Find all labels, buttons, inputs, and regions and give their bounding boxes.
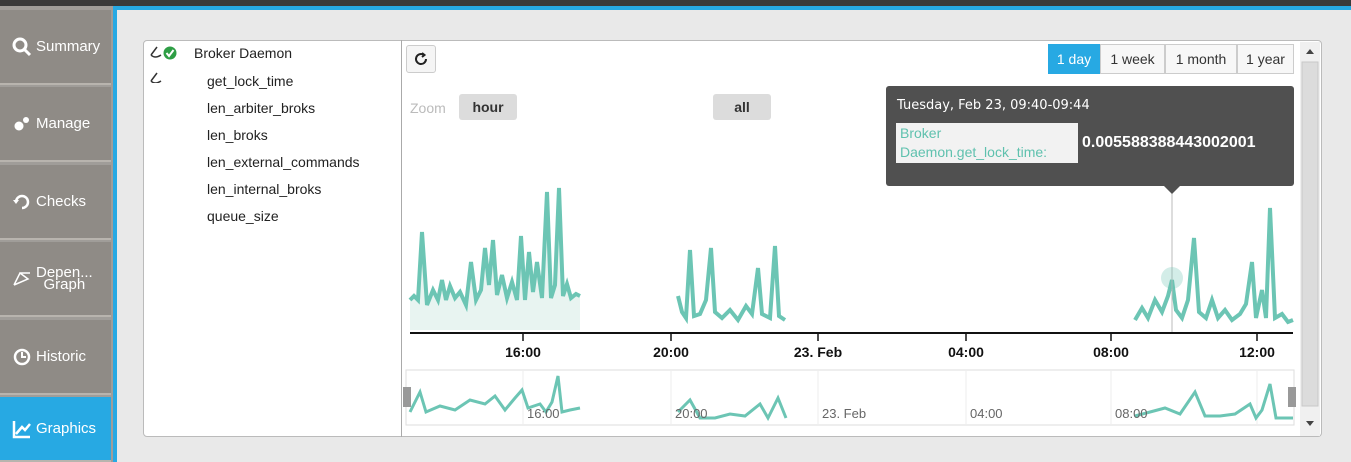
tab-label: Summary bbox=[36, 37, 101, 55]
tree-item[interactable]: len_external_commands bbox=[207, 154, 360, 170]
sidebar-tab[interactable]: Manage bbox=[0, 87, 111, 162]
x-ticks bbox=[522, 333, 1258, 341]
nav-handle[interactable] bbox=[1288, 387, 1296, 407]
range-button[interactable]: 1 year bbox=[1237, 44, 1294, 74]
x-tick-label: 16:00 bbox=[505, 344, 541, 360]
zoom-button[interactable]: hour bbox=[459, 94, 517, 120]
tab-label-line: Checks bbox=[36, 192, 87, 210]
line bbox=[676, 245, 787, 325]
tab-label: Depen... Graph bbox=[36, 263, 93, 293]
sidebar-tab[interactable]: Checks bbox=[0, 165, 111, 240]
tab-label: Checks bbox=[36, 192, 87, 210]
tab-icon bbox=[13, 194, 30, 209]
nav-handle[interactable] bbox=[403, 387, 411, 407]
tab-label: Historic bbox=[36, 347, 87, 365]
navigator-label: 04:00 bbox=[970, 406, 1003, 421]
line bbox=[408, 187, 581, 313]
sidebar-tab[interactable]: Summary bbox=[0, 10, 111, 85]
tree-item[interactable]: len_arbiter_broks bbox=[207, 100, 316, 116]
range-button[interactable]: 1 week bbox=[1100, 44, 1165, 74]
top-bar bbox=[0, 0, 1351, 6]
navigator-label: 23. Feb bbox=[822, 406, 867, 421]
scrollbar[interactable] bbox=[1300, 42, 1320, 436]
range-button[interactable]: 1 day bbox=[1048, 44, 1100, 74]
tab-label-line: Historic bbox=[36, 347, 87, 365]
sidebar-tab[interactable]: Historic bbox=[0, 320, 111, 395]
range-button[interactable]: 1 month bbox=[1165, 44, 1237, 74]
x-tick-label: 08:00 bbox=[1093, 344, 1129, 360]
tab-label-line: Graphics bbox=[36, 419, 97, 437]
tooltip-pointer bbox=[1164, 186, 1180, 194]
x-tick-label: 23. Feb bbox=[793, 344, 843, 360]
tab-icon bbox=[13, 271, 30, 286]
x-tick-label: 12:00 bbox=[1239, 344, 1275, 360]
navigator-label: 08:00 bbox=[1115, 406, 1148, 421]
tree-item[interactable]: len_internal_broks bbox=[207, 181, 322, 197]
navigator-label: 20:00 bbox=[675, 406, 708, 421]
zoom-button[interactable]: all bbox=[713, 94, 771, 120]
tree-item[interactable]: len_broks bbox=[207, 127, 268, 143]
tooltip-time: Tuesday, Feb 23, 09:40-09:44 bbox=[897, 98, 1090, 113]
plot bbox=[408, 186, 1294, 341]
tooltip: Tuesday, Feb 23, 09:40-09:44 Broker Daem… bbox=[886, 86, 1294, 186]
x-tick-label: 20:00 bbox=[653, 344, 689, 360]
tree-item[interactable]: queue_size bbox=[207, 208, 279, 224]
refresh-icon bbox=[415, 52, 428, 65]
tree-item[interactable]: get_lock_time bbox=[207, 73, 294, 89]
refresh-button[interactable] bbox=[406, 45, 436, 73]
tree-icons bbox=[150, 46, 177, 83]
tab-icon bbox=[13, 348, 31, 365]
tab-label-line: Graph bbox=[43, 275, 86, 293]
tooltip-series: Broker Daemon.get_lock_time: bbox=[896, 123, 1078, 163]
navigator bbox=[403, 369, 1296, 426]
tab-label: Graphics bbox=[36, 419, 97, 437]
tab-label-line: Manage bbox=[36, 114, 91, 132]
tree: Broker Daemon get_lock_time len_arbiter_b… bbox=[143, 40, 402, 437]
hover-point bbox=[1161, 267, 1183, 289]
tab-icon bbox=[14, 116, 29, 130]
x-tick-label: 04:00 bbox=[948, 344, 984, 360]
sidebar-tab[interactable]: Depen... Graph bbox=[0, 242, 111, 317]
navigator-label: 16:00 bbox=[527, 406, 560, 421]
sidebar-tab[interactable]: Graphics bbox=[0, 397, 111, 462]
tree-root[interactable]: Broker Daemon bbox=[194, 45, 293, 61]
tab-icon bbox=[12, 37, 32, 56]
tab-label-line: Summary bbox=[36, 37, 101, 55]
tab-icon bbox=[12, 420, 31, 438]
zoom-label: Zoom bbox=[410, 100, 446, 116]
line bbox=[1133, 207, 1294, 325]
tooltip-value: 0.005588388443002001 bbox=[1082, 134, 1256, 151]
tab-label: Manage bbox=[36, 114, 91, 132]
tab-label-line: Depen... bbox=[36, 263, 93, 281]
